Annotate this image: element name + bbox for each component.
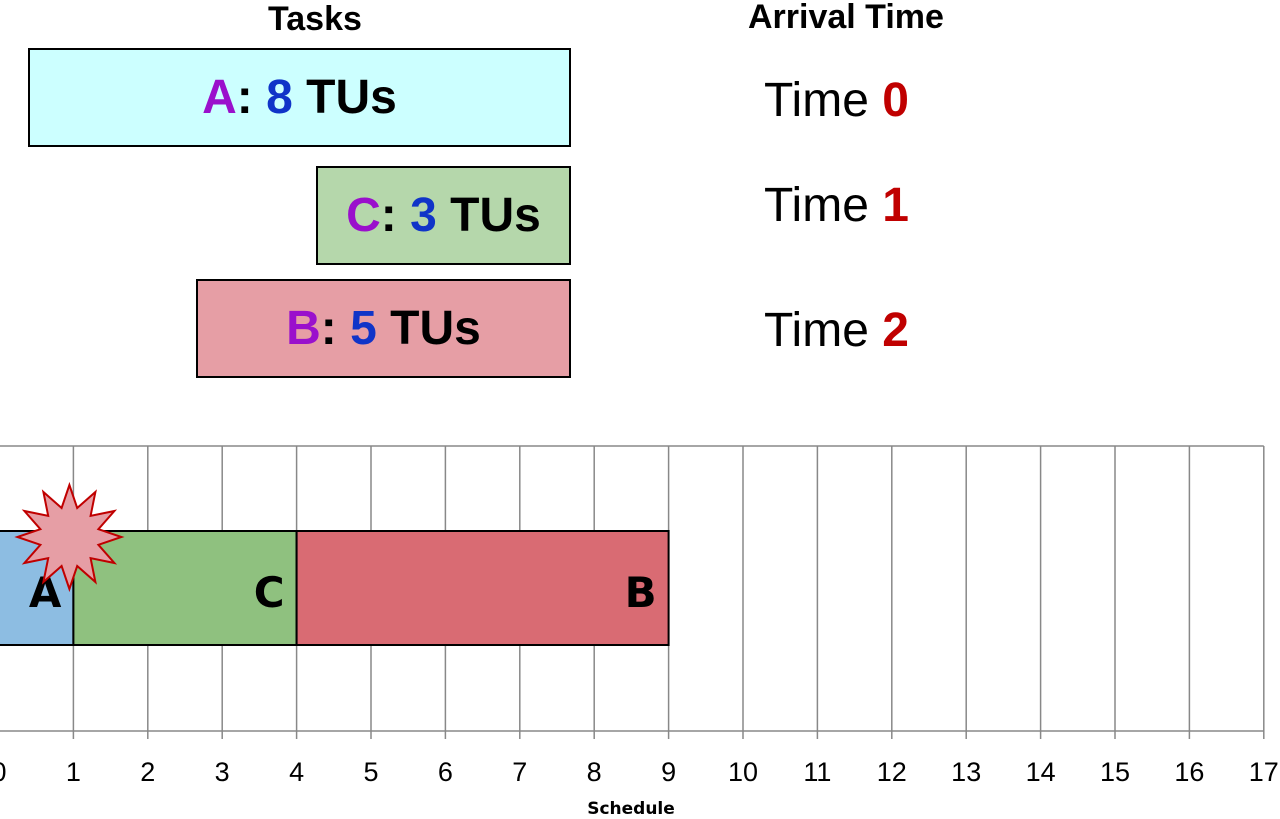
arrival-a: Time 0 [764, 77, 909, 125]
task-unit: TUs [450, 188, 541, 242]
x-tick-label: 3 [215, 757, 230, 787]
tasks-header: Tasks [268, 0, 362, 38]
x-tick-label: 17 [1249, 757, 1279, 787]
arrival-value: 1 [882, 179, 909, 232]
x-tick-label: 7 [512, 757, 527, 787]
x-tick-label: 11 [803, 757, 831, 787]
x-tick-label: 1 [66, 757, 81, 787]
task-duration: 3 [410, 188, 437, 242]
x-tick-label: 10 [728, 757, 758, 787]
x-tick-label: 13 [951, 757, 981, 787]
x-tick-label: 2 [140, 757, 155, 787]
arrival-time-header: Arrival Time [748, 0, 944, 36]
task-duration: 5 [350, 301, 377, 355]
x-tick-label: 16 [1174, 757, 1204, 787]
task-name: A [202, 70, 237, 124]
arrival-word: Time [764, 74, 869, 127]
arrival-word: Time [764, 179, 869, 232]
gantt-bar-b [295, 530, 670, 646]
task-name: C [346, 188, 381, 242]
x-tick-label: 6 [438, 757, 453, 787]
x-tick-label: 9 [661, 757, 676, 787]
x-axis-title: Schedule [587, 799, 675, 819]
x-tick-label: 12 [877, 757, 907, 787]
x-tick-label: 4 [289, 757, 304, 787]
arrival-c: Time 1 [764, 182, 909, 230]
task-unit: TUs [390, 301, 481, 355]
arrival-word: Time [764, 304, 869, 357]
task-separator: : [236, 70, 253, 124]
task-separator: : [380, 188, 397, 242]
x-tick-label: 14 [1026, 757, 1056, 787]
gantt-bar-label: C [254, 568, 285, 617]
task-unit: TUs [306, 70, 397, 124]
task-a-box: A: 8 TUs [28, 48, 571, 147]
task-separator: : [320, 301, 337, 355]
task-b-box: B: 5 TUs [196, 279, 571, 378]
task-duration: 8 [266, 70, 293, 124]
gantt-bar-c [72, 530, 298, 646]
x-tick-label: 8 [587, 757, 602, 787]
x-tick-label: 5 [363, 757, 378, 787]
x-tick-label: 0 [0, 757, 7, 787]
arrival-b: Time 2 [764, 307, 909, 355]
task-c-box: C: 3 TUs [316, 166, 571, 265]
preemption-burst-icon [14, 481, 125, 593]
gantt-bar-label: B [625, 568, 657, 617]
x-tick-label: 15 [1100, 757, 1130, 787]
arrival-value: 0 [882, 74, 909, 127]
task-name: B [286, 301, 321, 355]
arrival-value: 2 [882, 304, 909, 357]
